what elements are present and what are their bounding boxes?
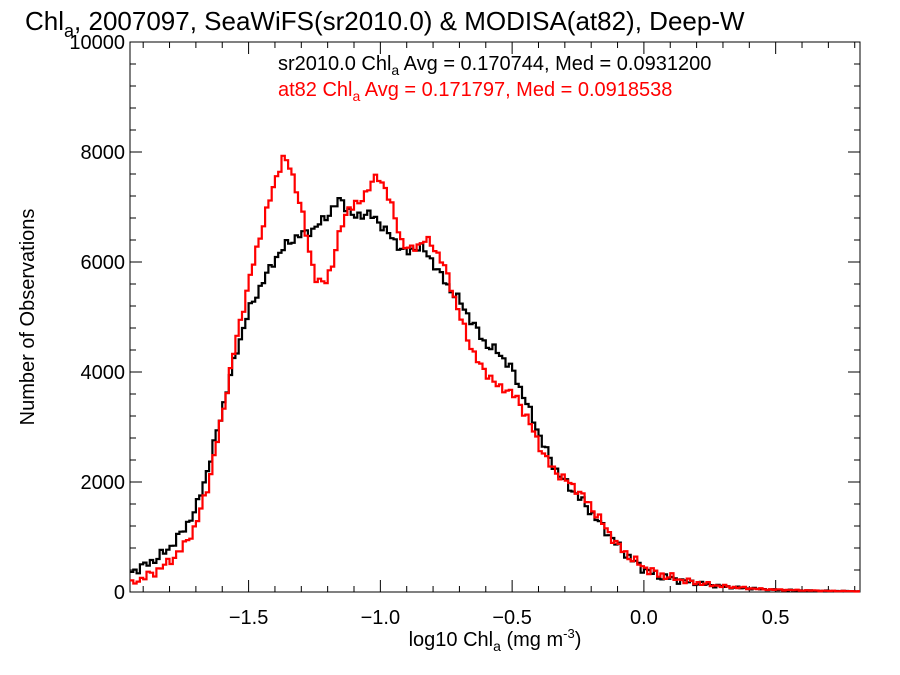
y-tick-label-1: 2000 <box>81 472 126 494</box>
y-tick-label-3: 6000 <box>81 252 126 274</box>
y-tick-label-5: 10000 <box>69 32 125 54</box>
series-line-0 <box>130 197 860 593</box>
annotation-at82: at82 Chla Avg = 0.171797, Med = 0.091853… <box>278 79 672 104</box>
axis-ticks <box>130 41 860 593</box>
annotation-sr2010: sr2010.0 Chla Avg = 0.170744, Med = 0.09… <box>278 53 711 78</box>
x-tick-label-0: −1.5 <box>229 607 268 629</box>
chart-title-rest: , 2007097, SeaWiFS(sr2010.0) & MODISA(at… <box>74 6 745 36</box>
x-tick-label-2: −0.5 <box>492 607 531 629</box>
x-axis-title-post: ) <box>575 629 582 651</box>
annotation-at82-sub: a <box>353 88 361 104</box>
y-axis-title: Number of Observations <box>17 209 39 426</box>
x-axis-title-sub: a <box>493 638 501 654</box>
annotation-sr2010-pre: sr2010.0 Chl <box>278 53 391 75</box>
x-axis-title: log10 Chla (mg m-3) <box>409 626 582 654</box>
y-tick-label-4: 8000 <box>81 142 126 164</box>
x-tick-label-4: 0.5 <box>762 607 790 629</box>
annotation-sr2010-post: Avg = 0.170744, Med = 0.0931200 <box>399 53 711 75</box>
tick-labels: −1.5 −1.0 −0.5 0.0 0.5 0 2000 4000 6000 8000 10000 <box>69 32 789 629</box>
series-line-1 <box>130 154 860 593</box>
chart-title-sub: a <box>64 21 75 41</box>
y-tick-label-0: 0 <box>114 582 125 604</box>
annotation-at82-pre: at82 Chl <box>278 79 353 101</box>
x-tick-label-3: 0.0 <box>630 607 658 629</box>
chart-title-main: Chl <box>25 6 64 36</box>
x-axis-title-pre: log10 Chl <box>409 629 494 651</box>
x-tick-label-1: −1.0 <box>361 607 400 629</box>
x-axis-title-mid: (mg m <box>501 629 563 651</box>
x-axis-title-sup: -3 <box>563 626 575 641</box>
chart-title: Chla, 2007097, SeaWiFS(sr2010.0) & MODIS… <box>25 6 745 41</box>
y-tick-label-2: 4000 <box>81 362 126 384</box>
plot-frame <box>129 41 861 593</box>
series-layer <box>130 154 860 593</box>
annotation-at82-post: Avg = 0.171797, Med = 0.0918538 <box>360 79 672 101</box>
annotation-sr2010-sub: a <box>391 62 399 78</box>
